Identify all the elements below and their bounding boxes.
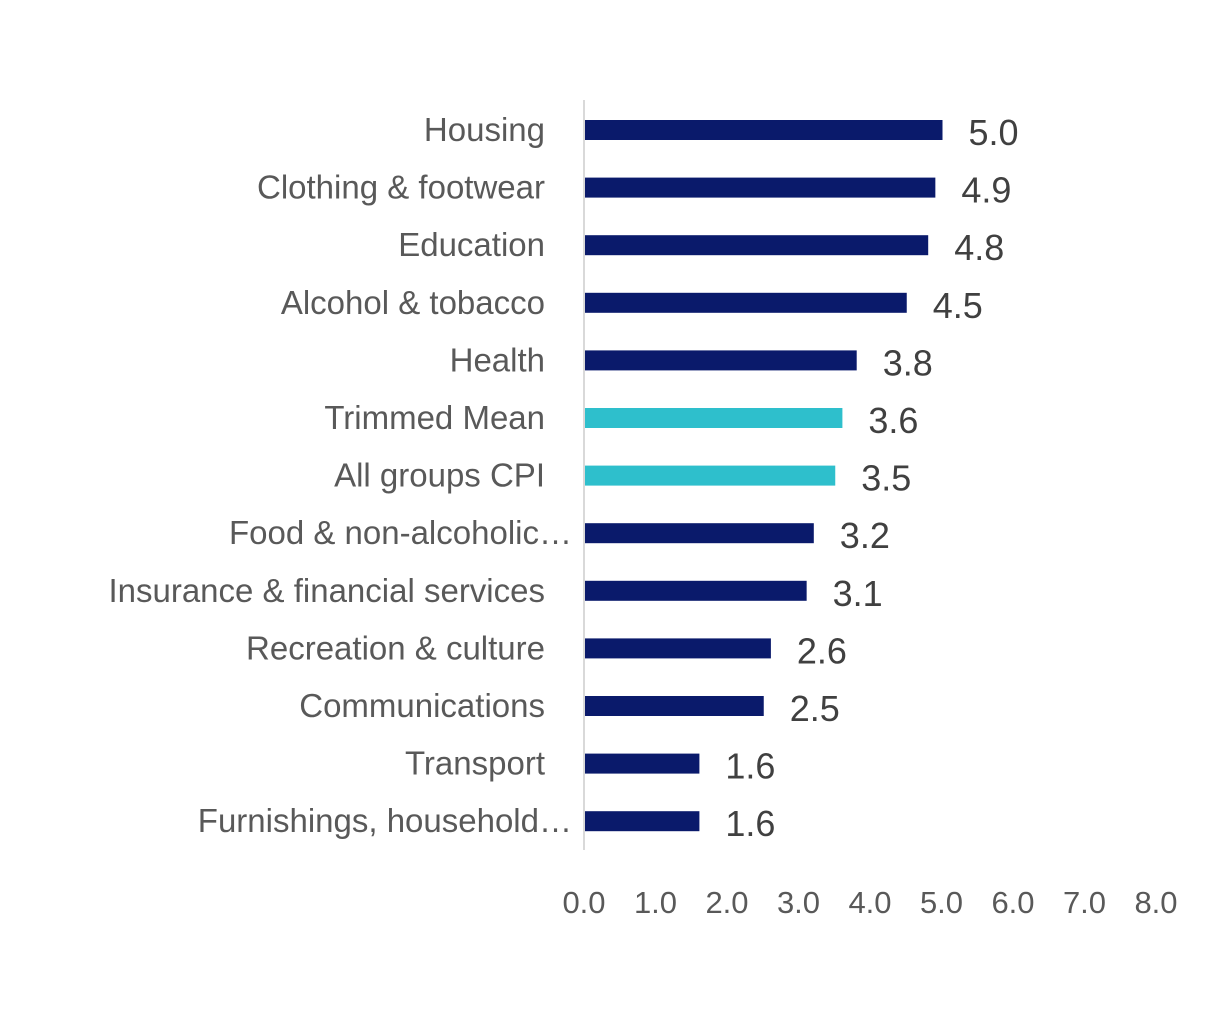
bar-all-groups-cpi: [585, 465, 836, 486]
category-label: Alcohol & tobacco: [281, 284, 545, 321]
bar-education: [585, 235, 929, 256]
bars-group: [585, 120, 943, 832]
bar-furnishings-household: [585, 811, 700, 832]
data-label: 1.6: [725, 746, 775, 787]
data-label: 4.8: [954, 227, 1004, 268]
category-label: Communications: [299, 687, 545, 724]
bar-recreation-culture: [585, 638, 771, 659]
x-tick-label: 2.0: [705, 885, 748, 920]
category-label: Recreation & culture: [246, 629, 545, 666]
bar-food-non-alcoholic: [585, 523, 814, 544]
category-label: Clothing & footwear: [257, 169, 545, 206]
bar-housing: [585, 120, 943, 140]
data-label: 4.5: [933, 285, 983, 326]
data-label: 2.5: [790, 688, 840, 729]
data-label: 1.6: [725, 803, 775, 844]
bar-trimmed-mean: [585, 408, 843, 428]
bar-alcohol-tobacco: [585, 292, 907, 313]
category-label: Insurance & financial services: [108, 572, 545, 609]
category-label: Health: [450, 341, 545, 378]
x-tick-label: 0.0: [562, 885, 605, 920]
data-label: 4.9: [961, 170, 1011, 211]
x-tick-labels-group: 0.0 1.0 2.0 3.0 4.0 5.0 6.0 7.0 8.0: [562, 885, 1177, 920]
category-label: Food & non-alcoholic…: [229, 514, 572, 551]
category-label: Housing: [424, 111, 545, 148]
data-label: 3.6: [868, 400, 918, 441]
category-label: Education: [398, 226, 545, 263]
data-label: 3.8: [883, 342, 933, 383]
x-tick-label: 6.0: [991, 885, 1034, 920]
category-label: Transport: [405, 745, 545, 782]
data-label: 5.0: [969, 112, 1019, 153]
x-tick-label: 1.0: [634, 885, 677, 920]
x-tick-label: 3.0: [777, 885, 820, 920]
data-label: 3.5: [861, 458, 911, 499]
x-tick-label: 4.0: [848, 885, 891, 920]
category-labels-group: Housing Clothing & footwear Education Alcoh…: [108, 111, 572, 839]
bar-communications: [585, 696, 764, 716]
bar-insurance-financial-services: [585, 580, 807, 601]
x-tick-label: 5.0: [920, 885, 963, 920]
category-label: All groups CPI: [334, 457, 545, 494]
data-label: 2.6: [797, 630, 847, 671]
value-labels-group: 5.0 4.9 4.8 4.53.8 3.6 3.5 3.2 3.1 2.6 2.5 1.6 1.6: [725, 112, 1018, 844]
x-tick-label: 8.0: [1134, 885, 1177, 920]
bar-clothing-footwear: [585, 177, 936, 198]
category-label: Furnishings, household…: [198, 802, 572, 839]
data-label: 3.2: [840, 515, 890, 556]
data-label: 3.1: [833, 573, 883, 614]
category-label: Trimmed Mean: [324, 399, 545, 436]
bar-health: [585, 350, 857, 371]
bar-transport: [585, 753, 700, 774]
x-tick-label: 7.0: [1063, 885, 1106, 920]
